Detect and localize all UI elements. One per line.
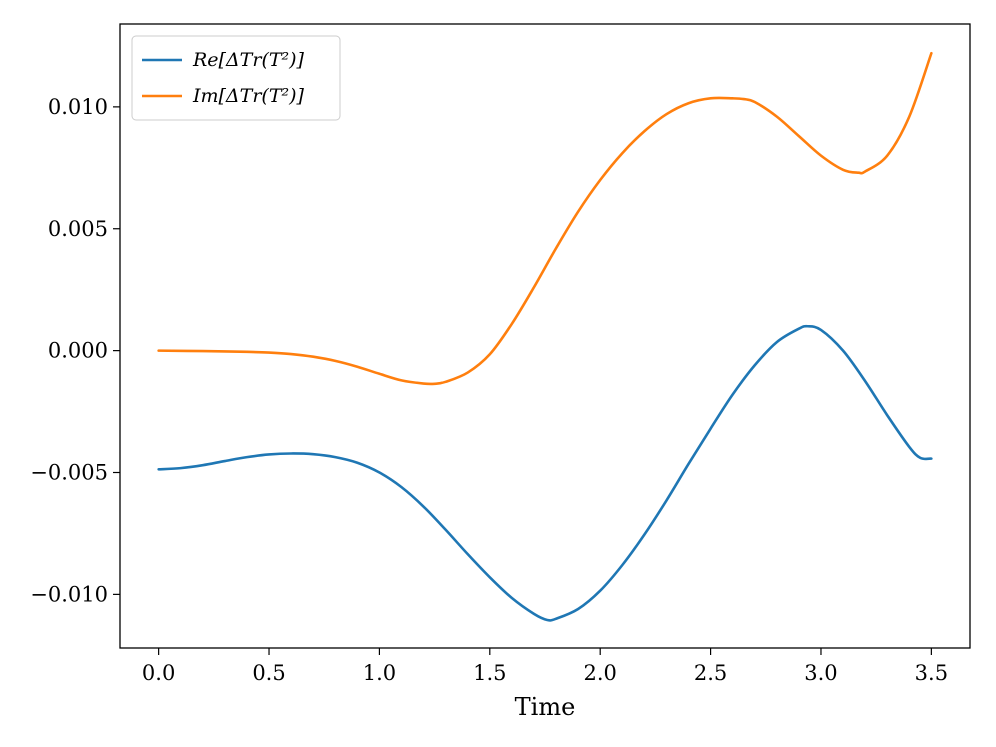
series-layer: [157, 51, 933, 622]
x-tick-label: 3.5: [915, 661, 948, 685]
x-tick-label: 3.0: [804, 661, 837, 685]
y-tick-label: 0.010: [48, 95, 108, 119]
x-tick-label: 1.0: [363, 661, 396, 685]
series-line-1: [157, 51, 933, 386]
x-axis-title: Time: [515, 693, 576, 721]
y-tick-label: 0.005: [48, 217, 108, 241]
y-tick-label: −0.010: [30, 582, 108, 606]
x-tick-label: 0.0: [142, 661, 175, 685]
plot-frame: [119, 23, 971, 649]
legend-box: [131, 35, 341, 121]
legend: Re[ΔTr(T²)] Im[ΔTr(T²)]: [131, 35, 341, 121]
x-tick-label: 2.0: [583, 661, 616, 685]
legend-label-im: Im[ΔTr(T²)]: [192, 85, 305, 107]
x-tick-label: 1.5: [473, 661, 506, 685]
x-tick-label: 0.5: [252, 661, 285, 685]
y-tick-label: 0.000: [48, 339, 108, 363]
x-axis: 0.0 0.5 1.0 1.5 2.0 2.5 3.0 3.5: [142, 648, 948, 685]
x-tick-label: 2.5: [694, 661, 727, 685]
y-axis: −0.010 −0.005 0.000 0.005 0.010: [30, 95, 120, 606]
series-line-0: [157, 324, 933, 622]
legend-label-re: Re[ΔTr(T²)]: [192, 49, 305, 71]
y-tick-label: −0.005: [30, 461, 108, 485]
